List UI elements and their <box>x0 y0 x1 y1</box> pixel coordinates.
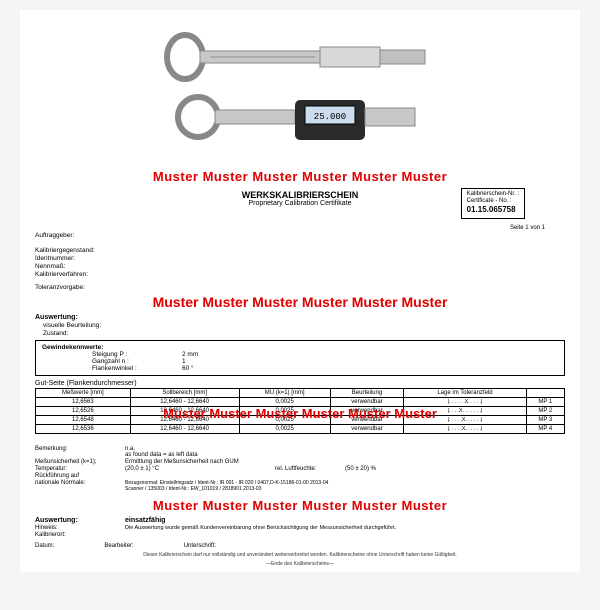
cert-number: 01.15.065758 <box>467 205 516 214</box>
field-kalibrierverfahren: Kalibrierverfahren: <box>35 271 565 278</box>
micrometer-analog <box>160 29 440 84</box>
mu-l: Meßunsicherheit (k=1); <box>35 459 125 465</box>
ausw-v: einsatzfähig <box>125 517 165 524</box>
luft-l: rel. Luftfeuchte: <box>275 466 345 472</box>
svg-text:25.000: 25.000 <box>314 112 346 122</box>
page-indicator: Seite 1 von 1 <box>35 225 545 231</box>
table-row: 12,654812,6460 - 12,66400,0025verwendbar… <box>36 416 565 425</box>
gewindek-title: Gewindekennwerte: <box>42 344 558 351</box>
table-header: Meßwerte [mm] <box>36 389 131 398</box>
product-image-area: 25.000 <box>35 15 565 165</box>
bem-v: n.a. as found data = as left data <box>125 446 198 458</box>
field-kalibriergegenstand: Kalibriergegenstand: <box>35 247 565 254</box>
table-header: Beurteilung <box>330 389 404 398</box>
gutseite-label: Gut-Seite (Flankendurchmesser) <box>35 380 565 387</box>
ruck-l: Rückführung auf <box>35 473 125 479</box>
gew-flanken-v: 60 ° <box>182 365 194 372</box>
hinw-l: Hinweis: <box>35 525 125 531</box>
gew-gangzahl-l: Gangzahl n : <box>92 358 182 365</box>
cert-label1: Kalibrierschein-Nr. : <box>467 191 519 198</box>
mu-v: Ermittlung der Meßunsicherheit nach GUM <box>125 459 239 465</box>
field-toleranzvorgabe: Toleranzvorgabe: <box>35 284 565 291</box>
watermark-4: Muster Muster Muster Muster Muster Muste… <box>35 498 565 513</box>
table-header: Sollbereich [mm] <box>130 389 239 398</box>
gew-steigung-l: Steigung P : <box>92 351 182 358</box>
bem-l: Bemerkung: <box>35 446 125 458</box>
calibration-certificate: 25.000 Muster Muster Muster Muster Muste… <box>20 10 580 572</box>
ende: —Ende des Kalibrierscheins— <box>35 561 565 567</box>
disclaimer: Dieser Kalibrierschein darf nur vollstän… <box>35 552 565 558</box>
table-header: MU (k=1) [mm] <box>239 389 330 398</box>
cert-label2: Certificate - No. : <box>467 198 519 205</box>
cert-number-box: Kalibrierschein-Nr. : Certificate - No. … <box>461 188 525 219</box>
gew-gangzahl-v: 1 <box>182 358 186 365</box>
datum-l: Datum: <box>35 543 54 549</box>
table-row: 12,652612,6460 - 12,66400,0025verwendbar… <box>36 407 565 416</box>
ausw-l: Auswertung: <box>35 517 125 524</box>
temp-v: (20,0 ± 1) °C <box>125 466 275 472</box>
bearbeiter-l: Bearbeiter: <box>104 543 133 549</box>
micrometer-digital: 25.000 <box>170 92 430 152</box>
field-auftraggeber: Auftraggeber: <box>35 232 565 239</box>
temp-l: Temperatur: <box>35 466 125 472</box>
auswertung-label: Auswertung: <box>35 314 565 321</box>
measurement-table: Meßwerte [mm]Sollbereich [mm]MU (k=1) [m… <box>35 388 565 434</box>
gew-steigung-v: 2 mm <box>182 351 198 358</box>
field-identnummer: Identnummer: <box>35 255 565 262</box>
visuelle-label: visuelle Beurteilung: <box>43 322 565 329</box>
watermark-2: Muster Muster Muster Muster Muster Muste… <box>35 294 565 310</box>
luft-v: (50 ± 20) % <box>345 466 376 472</box>
watermark-1: Muster Muster Muster Muster Muster Muste… <box>35 169 565 184</box>
zustand-label: Zustand: <box>43 330 565 337</box>
field-nennmass: Nennmaß: <box>35 263 565 270</box>
table-header: Lage im Toleranzfeld <box>404 389 526 398</box>
gewindekennwerte-box: Gewindekennwerte: Steigung P :2 mm Gangz… <box>35 340 565 376</box>
hinw-v: Die Auswertung wurde gemäß Kundenvereinb… <box>125 525 396 531</box>
nat-v: Bezugsnormal: Einstellringsatz / Ident-N… <box>125 480 328 492</box>
signature-row: Datum: Bearbeiter: Unterschrift: <box>35 543 565 549</box>
table-row: 12,656312,6460 - 12,66400,0025verwendbar… <box>36 398 565 407</box>
gew-flanken-l: Flankenwinkel : <box>92 365 182 372</box>
unterschrift-l: Unterschrift: <box>184 543 216 549</box>
kal-l: Kalibrierort: <box>35 532 125 538</box>
nat-l: nationale Normale: <box>35 480 125 492</box>
